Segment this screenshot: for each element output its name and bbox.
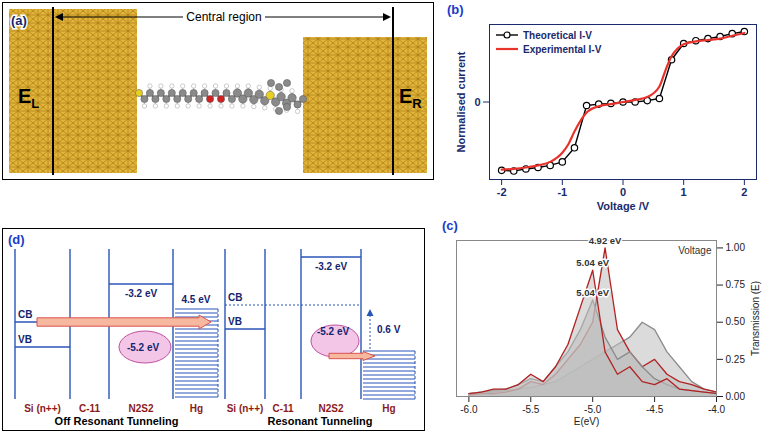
html-text:(b): (b) (447, 2, 464, 17)
svg-text:E(eV): E(eV) (574, 416, 600, 427)
svg-text:-4.0: -4.0 (708, 404, 726, 415)
svg-text:-4.5: -4.5 (646, 404, 664, 415)
svg-text:C-11: C-11 (272, 403, 294, 414)
svg-text:VB: VB (228, 316, 242, 327)
svg-text:N2S2: N2S2 (128, 403, 153, 414)
svg-text:0: 0 (474, 96, 480, 108)
svg-text:Voltage: Voltage (678, 245, 712, 256)
svg-text:1.00: 1.00 (726, 242, 746, 253)
svg-text:5.04 eV: 5.04 eV (576, 287, 609, 298)
svg-text:Si (n++): Si (n++) (227, 403, 264, 414)
html-text:Experimental I-V: Experimental I-V (523, 43, 602, 55)
html-text:(c): (c) (442, 218, 458, 233)
svg-text:0.6 V: 0.6 V (377, 324, 401, 335)
svg-text:EL: EL (18, 85, 39, 111)
svg-text:-3.2 eV: -3.2 eV (315, 261, 348, 272)
svg-text:ER: ER (399, 85, 422, 111)
svg-text:0.75: 0.75 (726, 279, 746, 290)
svg-text:CB: CB (18, 309, 32, 320)
svg-text:Central region: Central region (186, 10, 261, 24)
svg-text:CB: CB (228, 292, 242, 303)
svg-text:Hg: Hg (190, 403, 203, 414)
svg-text:Voltage /V: Voltage /V (597, 200, 650, 212)
svg-text:Transmission (E): Transmission (E) (750, 281, 761, 356)
svg-text:1: 1 (681, 186, 687, 198)
svg-text:(a): (a) (11, 13, 27, 28)
svg-text:-5.2 eV: -5.2 eV (317, 326, 350, 337)
svg-text:-1: -1 (557, 186, 567, 198)
svg-text:Resonant Tunneling: Resonant Tunneling (268, 415, 373, 427)
svg-text:-2: -2 (497, 186, 507, 198)
svg-text:-3.2 eV: -3.2 eV (125, 288, 158, 299)
svg-text:Off Resonant Tunneling: Off Resonant Tunneling (55, 415, 179, 427)
svg-text:4.92 eV: 4.92 eV (589, 235, 622, 246)
svg-text:-5.2 eV: -5.2 eV (127, 342, 160, 353)
svg-text:0.25: 0.25 (726, 354, 746, 365)
svg-text:-5.0: -5.0 (584, 404, 602, 415)
svg-text:N2S2: N2S2 (318, 403, 343, 414)
svg-text:C-11: C-11 (79, 403, 101, 414)
svg-text:-6.0: -6.0 (460, 404, 478, 415)
svg-text:VB: VB (18, 334, 32, 345)
svg-text:Si (n++): Si (n++) (24, 403, 61, 414)
html-text:Theoretical I-V: Theoretical I-V (523, 29, 592, 41)
svg-text:Normalised current: Normalised current (455, 51, 467, 152)
svg-text:0.50: 0.50 (726, 316, 746, 327)
svg-text:-5.5: -5.5 (522, 404, 540, 415)
svg-text:Hg: Hg (382, 403, 395, 414)
svg-text:0.00: 0.00 (726, 391, 746, 402)
svg-text:2: 2 (741, 186, 747, 198)
svg-text:4.5 eV: 4.5 eV (182, 294, 211, 305)
svg-text:(d): (d) (8, 232, 25, 247)
svg-text:5.04 eV: 5.04 eV (576, 257, 609, 268)
svg-text:0: 0 (620, 186, 626, 198)
